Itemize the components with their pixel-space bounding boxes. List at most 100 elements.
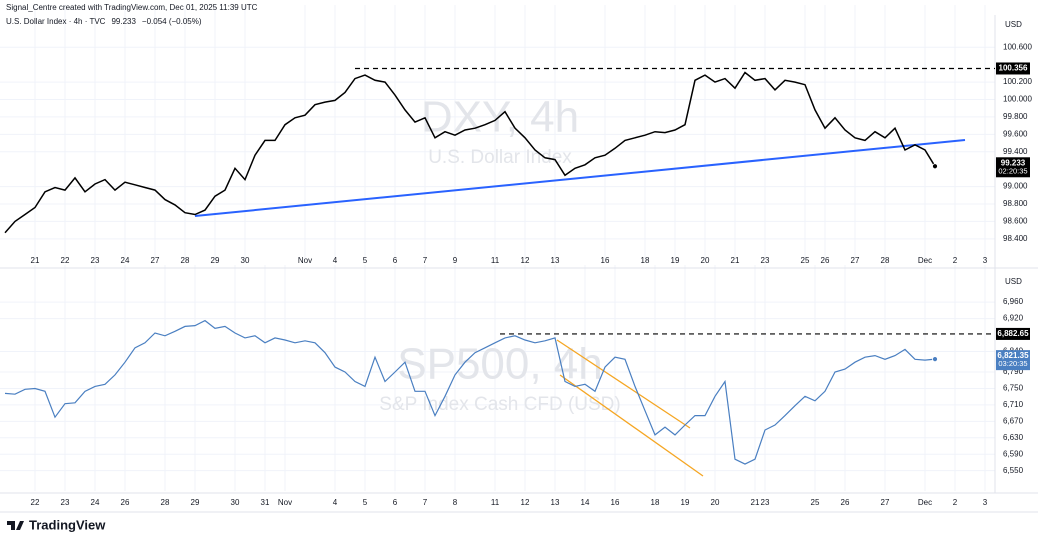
x-tick-label: 21 (731, 256, 740, 265)
y-tick-label: 100.200 (1003, 77, 1032, 86)
y-tick-label: 6,710 (1003, 400, 1024, 409)
x-tick-label: 4 (333, 256, 338, 265)
x-tick-label: 24 (91, 498, 100, 507)
x-tick-label: 27 (151, 256, 160, 265)
countdown: 02:20:35 (998, 166, 1027, 175)
x-tick-label: 22 (61, 256, 70, 265)
x-tick-label: 23 (761, 256, 770, 265)
x-tick-label: Nov (298, 256, 312, 265)
y-tick-label: 100.600 (1003, 42, 1032, 51)
y-tick-label: 98.600 (1003, 217, 1028, 226)
x-tick-label: 26 (841, 498, 850, 507)
y-tick-label: 6,920 (1003, 314, 1024, 323)
x-tick-label: 2 (953, 256, 958, 265)
last-price: 99.233 (111, 17, 136, 26)
y-tick-label: 6,630 (1003, 433, 1024, 442)
plot-layer: 98.400 98.600 98.800 99.000 99.400 99.600 99.8… (4, 42, 1032, 507)
x-tick-label: 21 (751, 498, 760, 507)
x-tick-label: 25 (801, 256, 810, 265)
last-point (932, 163, 938, 170)
x-tick-label: 19 (671, 256, 680, 265)
price-box (996, 350, 1030, 371)
watermark-sub: U.S. Dollar Index (428, 147, 572, 168)
x-tick-label: 5 (363, 498, 368, 507)
y-tick-label: 6,960 (1003, 297, 1024, 306)
y-tick-label: 100.000 (1003, 95, 1032, 104)
y-tick-label: 99.600 (1003, 129, 1028, 138)
x-tick-label: 28 (181, 256, 190, 265)
x-tick-label: Dec (918, 256, 932, 265)
x-tick-label: 26 (821, 256, 830, 265)
x-tick-label: 13 (551, 498, 560, 507)
y-tick-label: 6,590 (1003, 449, 1024, 458)
x-tick-label: 20 (701, 256, 710, 265)
countdown: 03:20:35 (998, 359, 1027, 368)
currency: USD (1005, 277, 1022, 286)
x-tick-label: 23 (91, 256, 100, 265)
x-tick-label: 29 (211, 256, 220, 265)
level-label: 100.356 (999, 64, 1028, 73)
x-tick-label: 27 (881, 498, 890, 507)
x-tick-label: 5 (363, 256, 368, 265)
watermark-sub: S&P Index Cash CFD (USD) (379, 394, 620, 415)
x-tick-label: 16 (611, 498, 620, 507)
y-tick-label: 98.400 (1003, 234, 1028, 243)
x-tick-label: 11 (491, 256, 500, 265)
logo-icon (7, 521, 24, 530)
x-tick-label: 16 (601, 256, 610, 265)
x-tick-label: 7 (423, 256, 428, 265)
x-tick-label: 18 (641, 256, 650, 265)
x-tick-label: 27 (851, 256, 860, 265)
x-tick-label: 29 (191, 498, 200, 507)
x-tick-label: 24 (121, 256, 130, 265)
y-tick-label: 98.800 (1003, 199, 1028, 208)
symbol-legend: U.S. Dollar Index · 4h · TVC 99.233 −0.054… (6, 17, 202, 26)
x-tick-label: 4 (333, 498, 338, 507)
level-label: 6,882.65 (997, 329, 1029, 338)
x-tick-label: 14 (581, 498, 590, 507)
x-tick-label: 19 (681, 498, 690, 507)
channel-lower (559, 374, 704, 477)
channel-upper (556, 339, 691, 429)
x-tick-label: 13 (551, 256, 560, 265)
x-tick-label: 8 (453, 498, 458, 507)
x-tick-label: 3 (983, 256, 988, 265)
y-tick-label: 99.400 (1003, 147, 1028, 156)
change: −0.054 (−0.05%) (142, 17, 202, 26)
x-tick-label: 28 (161, 498, 170, 507)
x-tick-label: 30 (241, 256, 250, 265)
x-tick-label: 3 (983, 498, 988, 507)
x-tick-label: 23 (761, 498, 770, 507)
y-tick-label: 6,750 (1003, 384, 1024, 393)
y-tick-label: 6,790 (1003, 367, 1024, 376)
x-tick-label: 11 (491, 498, 500, 507)
y-tick-label: 99.800 (1003, 112, 1028, 121)
price-line (4, 319, 936, 465)
level-label-box (996, 62, 1030, 75)
last-point (932, 356, 938, 363)
x-tick-label: 12 (521, 256, 530, 265)
price-line (4, 71, 936, 234)
x-tick-label: 26 (121, 498, 130, 507)
currency: USD (1005, 20, 1022, 29)
x-tick-label: 20 (711, 498, 720, 507)
x-tick-label: Dec (918, 498, 932, 507)
x-tick-label: 30 (231, 498, 240, 507)
level-label-box (996, 327, 1030, 340)
x-tick-label: 9 (453, 256, 458, 265)
x-tick-label: 28 (881, 256, 890, 265)
symbol: U.S. Dollar Index · 4h · TVC (6, 17, 106, 26)
x-tick-label: 31 (261, 498, 270, 507)
x-tick-label: 18 (651, 498, 660, 507)
brand-logo[interactable]: TradingView (7, 517, 106, 532)
price-box-label: 6,821.35 (997, 351, 1029, 360)
y-tick-label: 6,550 (1003, 466, 1024, 475)
x-tick-label: 25 (811, 498, 820, 507)
y-tick-label: 6,670 (1003, 416, 1024, 425)
price-box (996, 157, 1030, 178)
credit: Signal_Centre created with TradingView.c… (6, 3, 258, 12)
watermark: DXY, 4h (421, 93, 579, 142)
brand: TradingView (29, 517, 106, 532)
x-tick-label: Nov (278, 498, 292, 507)
